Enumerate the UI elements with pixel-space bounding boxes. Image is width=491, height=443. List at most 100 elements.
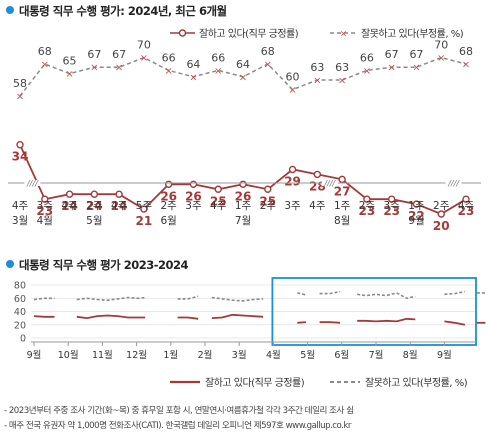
positive-point <box>140 205 148 213</box>
positive-point <box>338 175 346 184</box>
chart1-title: 대통령 직무 수행 평가: 2024년, 최근 6개월 <box>6 3 227 19</box>
footnote-2: - 매주 전국 유권자 약 1,000명 전화조사(CATI). 한국갤럽 데일… <box>4 421 351 431</box>
legend-negative-label: 잘못하고 있다(부정률, %) <box>365 376 468 389</box>
x-tick-month-label: 7월 <box>235 215 251 227</box>
x-tick-week-label: 3주 <box>185 200 202 212</box>
highlight-box <box>271 277 477 346</box>
x-tick-label: 9월 <box>27 349 42 361</box>
negative-point: × <box>412 63 420 74</box>
x-tick-label: 12월 <box>126 349 147 361</box>
x-tick-label: 4월 <box>266 349 281 361</box>
x-tick-month-label: 5월 <box>86 215 102 227</box>
x-tick-month-label: 3월 <box>12 215 28 227</box>
axis-break-mark: //// <box>26 179 39 188</box>
positive-series-segment <box>297 321 306 324</box>
positive-data-label: 34 <box>12 150 29 164</box>
negative-point: × <box>462 60 470 71</box>
footnote-1: - 2023년부터 주중 조사 기간(화~목) 중 휴무일 포함 시, 연말연시… <box>4 406 354 416</box>
negative-data-label: 70 <box>137 39 151 52</box>
chart1-recent-six-months: 잘하고 있다(직무 긍정률) × 잘못하고 있다(부정률, %)×58×68×65×… <box>8 27 481 233</box>
x-tick-label: 8월 <box>403 349 418 361</box>
chart2-title: 대통령 직무 수행 평가 2023-2024 <box>6 257 189 273</box>
positive-series-segment <box>76 314 146 320</box>
x-tick-week-label: 2주 <box>86 200 103 212</box>
negative-point: × <box>313 76 321 87</box>
x-tick-label: 3월 <box>232 349 247 361</box>
axis-break-mark: //// <box>323 179 336 188</box>
positive-data-label: 20 <box>433 219 450 233</box>
x-tick-label: 10월 <box>58 349 79 361</box>
x-tick-week-label: 3주 <box>37 200 54 212</box>
x-tick-label: 6월 <box>334 349 349 361</box>
negative-point: × <box>387 63 395 74</box>
positive-point <box>214 185 222 193</box>
positive-point <box>462 195 470 203</box>
negative-data-label: 67 <box>409 48 423 61</box>
x-tick-week-label: 2주 <box>160 200 177 212</box>
positive-data-label: 23 <box>458 204 475 218</box>
legend-positive-label: 잘하고 있다(직무 긍정률) <box>205 376 305 389</box>
x-tick-week-label: 4주 <box>61 200 78 212</box>
legend-positive-label: 잘하고 있다(직무 긍정률) <box>199 27 299 40</box>
x-tick-week-label: 3주 <box>284 200 301 212</box>
negative-data-label: 70 <box>434 39 448 52</box>
negative-data-label: 64 <box>186 58 200 71</box>
negative-data-label: 67 <box>87 48 101 61</box>
x-tick-week-label: 1주 <box>235 200 252 212</box>
x-tick-week-label: 2주 <box>359 200 376 212</box>
positive-data-label: 24 <box>111 199 128 213</box>
y-tick-label: 20 <box>14 320 26 331</box>
positive-data-label: 22 <box>408 209 425 223</box>
positive-point <box>115 190 123 198</box>
footnotes: - 2023년부터 주중 조사 기간(화~목) 중 휴무일 포함 시, 연말연시… <box>4 404 354 434</box>
positive-point <box>65 190 74 198</box>
positive-series-segment <box>357 317 416 323</box>
x-tick-week-label: 1주 <box>408 200 425 212</box>
bullet-dot-icon <box>6 260 14 268</box>
chart1-title-text: 대통령 직무 수행 평가: 2024년, 최근 6개월 <box>19 4 227 18</box>
legend-positive-marker <box>178 29 187 37</box>
y-tick-label: 0 <box>20 334 26 345</box>
x-tick-label: 9월 <box>437 349 452 361</box>
positive-data-label: 25 <box>259 194 276 208</box>
positive-series-segment <box>444 320 466 326</box>
positive-data-label: 24 <box>86 199 103 213</box>
negative-point: × <box>41 60 49 71</box>
negative-series-segment <box>297 292 307 296</box>
negative-series-segment <box>319 290 341 295</box>
positive-data-label: 21 <box>136 214 153 228</box>
x-tick-month-label: 8월 <box>334 215 350 227</box>
negative-data-label: 63 <box>310 61 324 74</box>
negative-point: × <box>90 63 98 74</box>
positive-data-label: 26 <box>235 189 252 203</box>
positive-series-segment <box>33 315 55 318</box>
positive-point <box>41 195 49 203</box>
axis-break-gap <box>321 180 338 186</box>
negative-data-label: 66 <box>162 51 176 64</box>
negative-data-label: 66 <box>360 51 374 64</box>
x-tick-label: 5월 <box>300 349 315 361</box>
negative-series-segment <box>211 296 264 302</box>
x-tick-week-label: 4주 <box>458 200 475 212</box>
positive-data-label: 27 <box>334 184 351 198</box>
axis-break-gap <box>24 180 41 186</box>
negative-data-label: 67 <box>385 48 399 61</box>
negative-series-line <box>19 56 467 97</box>
negative-point: × <box>189 72 197 83</box>
negative-point: × <box>239 72 247 83</box>
negative-data-label: 64 <box>236 58 250 71</box>
negative-data-label: 68 <box>38 45 52 58</box>
positive-point <box>264 185 272 193</box>
negative-point: × <box>214 66 222 77</box>
positive-series-segment <box>319 321 341 324</box>
negative-data-label: 65 <box>63 55 77 68</box>
x-tick-label: 7월 <box>369 349 384 361</box>
negative-data-label: 58 <box>13 77 27 90</box>
negative-point: × <box>115 63 123 74</box>
negative-data-label: 67 <box>112 48 126 61</box>
negative-point: × <box>16 92 24 103</box>
positive-point <box>90 190 99 198</box>
negative-point: × <box>65 69 73 80</box>
positive-data-label: 23 <box>359 204 376 218</box>
x-tick-week-label: 1주 <box>334 200 351 212</box>
